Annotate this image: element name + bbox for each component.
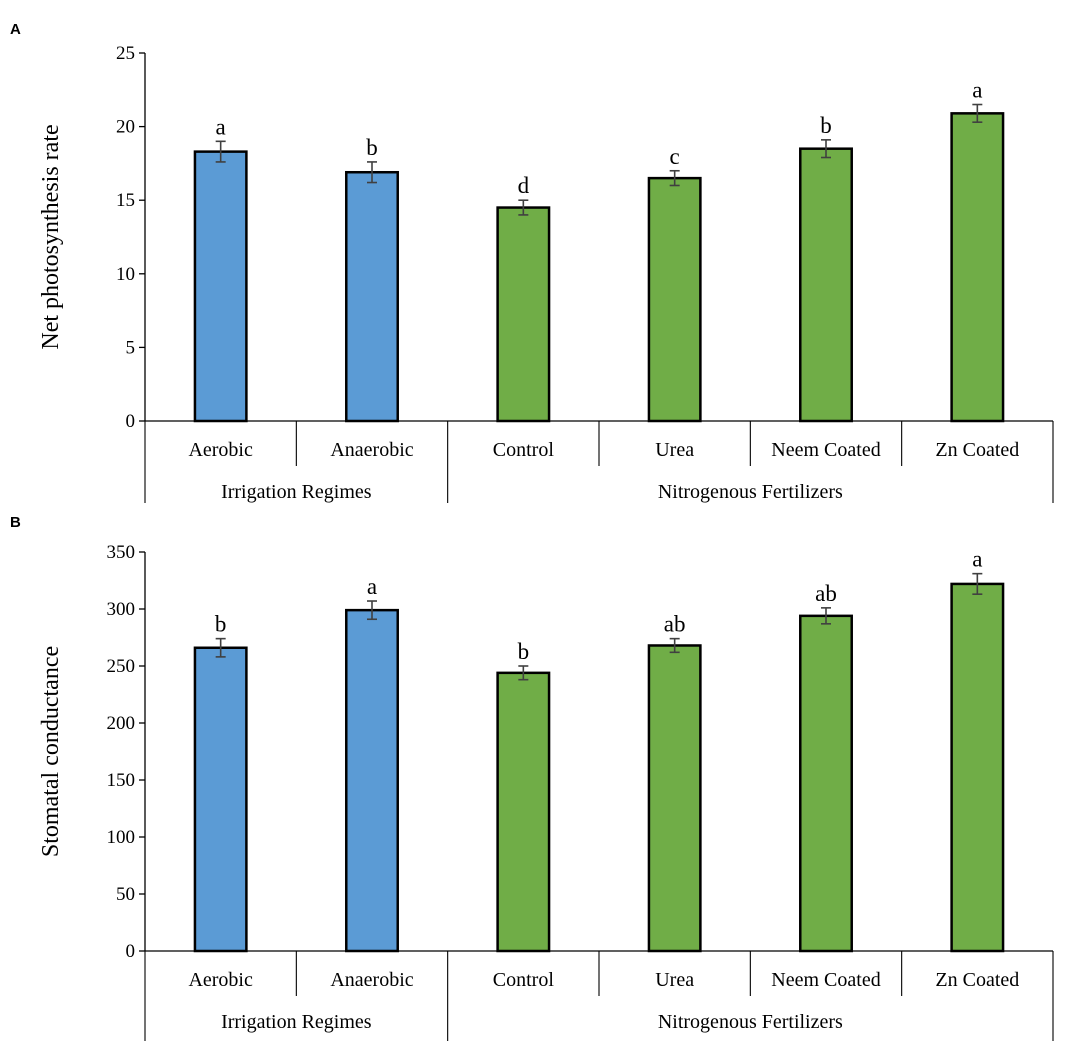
y-tick-label: 5 — [126, 337, 136, 358]
y-tick-label: 10 — [116, 264, 135, 285]
x-category-label: Aerobic — [188, 969, 253, 991]
y-tick-label: 25 — [116, 43, 135, 64]
y-tick-label: 15 — [116, 190, 135, 211]
x-category-label: Aerobic — [188, 439, 253, 461]
significance-label: a — [216, 114, 226, 139]
significance-label: b — [215, 612, 227, 637]
y-axis-label: Stomatal conductance — [38, 646, 64, 857]
y-tick-label: 0 — [126, 941, 136, 962]
bar — [647, 176, 702, 423]
significance-label: b — [518, 639, 530, 664]
x-category-label: Urea — [655, 969, 694, 991]
y-tick-label: 100 — [107, 827, 136, 848]
significance-label: ab — [664, 612, 686, 637]
y-tick-label: 200 — [107, 713, 136, 734]
y-tick-label: 50 — [116, 884, 135, 905]
x-category-label: Urea — [655, 439, 694, 461]
x-category-label: Neem Coated — [771, 439, 880, 461]
x-category-label: Control — [493, 969, 555, 991]
y-axis-label: Net photosynthesis rate — [38, 124, 64, 349]
x-category-label: Zn Coated — [935, 969, 1019, 991]
significance-label: a — [367, 574, 377, 599]
significance-label: a — [972, 547, 982, 572]
bar — [799, 147, 853, 423]
bar — [647, 644, 702, 953]
x-category-label: Neem Coated — [771, 969, 880, 991]
y-tick-label: 300 — [107, 599, 136, 620]
y-tick-label: 250 — [107, 656, 136, 677]
bar — [345, 608, 399, 953]
x-category-label: Anaerobic — [330, 439, 413, 461]
significance-label: c — [670, 144, 680, 169]
x-category-label: Control — [493, 439, 555, 461]
x-group-label: Irrigation Regimes — [221, 481, 372, 503]
bar — [950, 582, 1005, 953]
bar — [193, 646, 248, 953]
x-group-label: Irrigation Regimes — [221, 1011, 372, 1033]
x-category-label: Zn Coated — [935, 439, 1019, 461]
bar — [799, 614, 853, 953]
panel-letter: B — [10, 514, 21, 531]
significance-label: b — [366, 135, 378, 160]
x-category-label: Anaerobic — [330, 969, 413, 991]
bar — [193, 150, 248, 423]
bar — [345, 170, 399, 423]
panel-a: A 0 5 10 15 20 25 Net photosynthesis rate a Aerob… — [10, 21, 1054, 503]
y-tick-label: 350 — [107, 542, 136, 563]
y-tick-label: 20 — [116, 117, 135, 138]
bar — [496, 206, 551, 423]
bar — [950, 112, 1005, 423]
significance-label: ab — [815, 581, 837, 606]
significance-label: b — [820, 113, 832, 138]
x-group-label: Nitrogenous Fertilizers — [658, 481, 843, 503]
significance-label: d — [518, 173, 530, 198]
x-group-label: Nitrogenous Fertilizers — [658, 1011, 843, 1033]
bar — [496, 671, 551, 953]
panel-letter: A — [10, 21, 21, 38]
y-tick-label: 150 — [107, 770, 136, 791]
panel-b: B 0 50 100 150 200 250 300 350 Stomatal conductan… — [10, 514, 1054, 1041]
y-tick-label: 0 — [126, 411, 136, 432]
significance-label: a — [972, 78, 982, 103]
